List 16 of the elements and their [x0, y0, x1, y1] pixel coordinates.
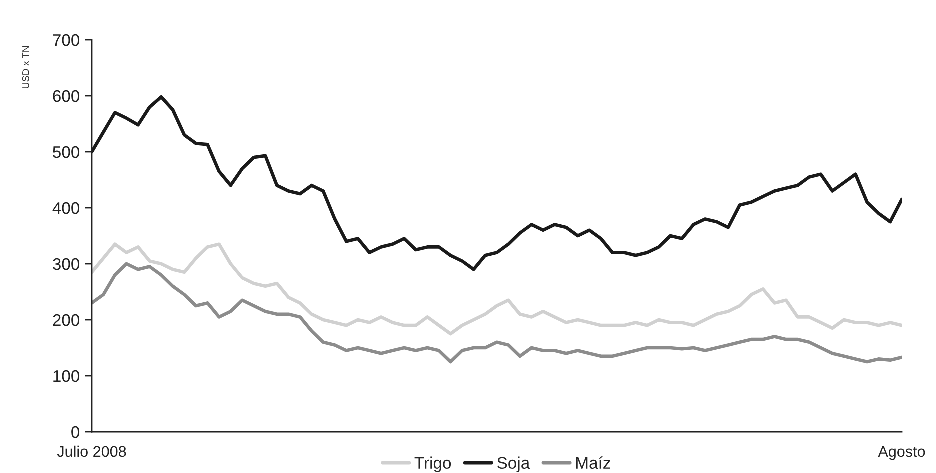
- line-series: [92, 262, 902, 364]
- y-tick-label: 200: [53, 314, 80, 326]
- y-tick-label: 100: [54, 370, 80, 382]
- legend-label: Maíz: [576, 456, 610, 470]
- y-tick-label: 300: [53, 258, 80, 270]
- y-tick-label: 0: [72, 426, 80, 438]
- legend-label: Soja: [498, 456, 530, 472]
- y-axis-title: USD x TN: [22, 46, 30, 88]
- x-tick-label: Agosto: [878, 446, 926, 460]
- y-tick-label: 400: [52, 202, 80, 214]
- x-tick-label: Julio 2008: [57, 446, 126, 458]
- y-tick-label: 600: [53, 90, 80, 102]
- y-tick-label: 700: [53, 34, 80, 46]
- y-tick-label: 500: [53, 146, 80, 158]
- line-series: [92, 242, 902, 336]
- legend-label: Trigo: [414, 456, 452, 472]
